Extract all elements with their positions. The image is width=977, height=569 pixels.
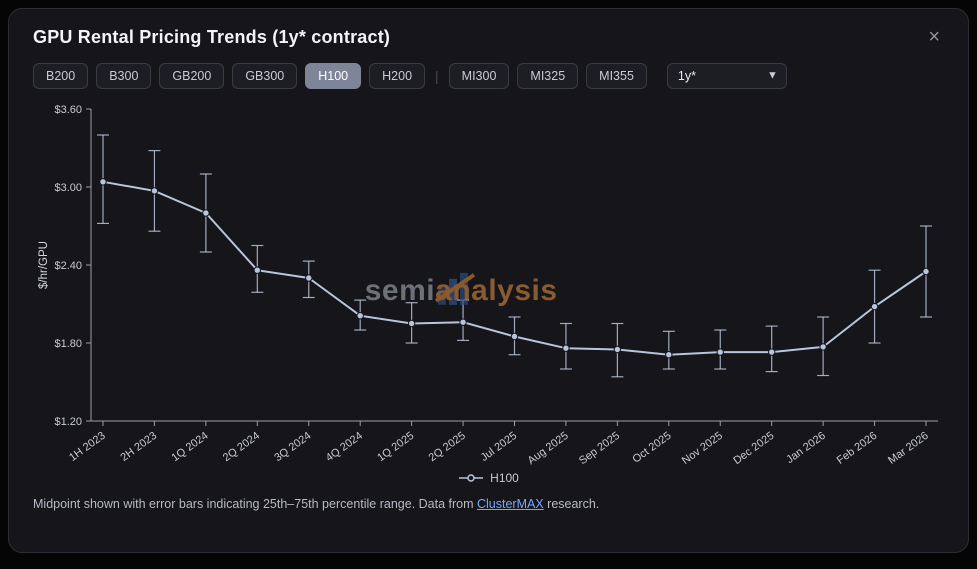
svg-text:Jan 2026: Jan 2026	[784, 430, 828, 466]
svg-text:$3.00: $3.00	[54, 182, 82, 194]
svg-text:$1.80: $1.80	[54, 338, 82, 350]
svg-text:Feb 2026: Feb 2026	[835, 430, 880, 467]
svg-text:Oct 2025: Oct 2025	[630, 430, 673, 466]
svg-text:Jul 2025: Jul 2025	[479, 430, 520, 464]
svg-text:$1.20: $1.20	[54, 416, 82, 428]
filter-group-divider: |	[435, 68, 439, 84]
contract-term-select-wrap: 1y* ▼	[666, 63, 787, 89]
line-chart: $3.60 $3.00 $2.40 $1.80 $1.20 $/hr/GPU 1H 2023…	[38, 104, 938, 467]
gpu-filter-mi355[interactable]: MI355	[586, 63, 647, 89]
svg-text:2Q 2025: 2Q 2025	[427, 430, 468, 465]
footnote-text-after: research.	[543, 497, 600, 511]
card-header: GPU Rental Pricing Trends (1y* contract)…	[33, 27, 944, 49]
svg-text:1H 2023: 1H 2023	[67, 430, 108, 464]
svg-text:Sep 2025: Sep 2025	[577, 430, 622, 467]
svg-text:2Q 2024: 2Q 2024	[221, 430, 262, 465]
chart-legend: H100	[33, 471, 944, 485]
svg-text:$3.60: $3.60	[54, 104, 82, 116]
svg-text:1Q 2024: 1Q 2024	[169, 430, 210, 465]
legend-marker-icon	[459, 474, 484, 482]
chart-area: $3.60 $3.00 $2.40 $1.80 $1.20 $/hr/GPU 1H 2023…	[33, 101, 944, 467]
gpu-filter-h100[interactable]: H100	[305, 63, 362, 89]
svg-text:Mar 2026: Mar 2026	[886, 430, 931, 467]
svg-text:Dec 2025: Dec 2025	[731, 430, 776, 467]
gpu-filter-mi325[interactable]: MI325	[517, 63, 579, 89]
gpu-filter-gb300[interactable]: GB300	[232, 63, 298, 89]
footnote-text-before: Midpoint shown with error bars indicatin…	[33, 497, 477, 511]
svg-text:$/hr/GPU: $/hr/GPU	[38, 241, 50, 289]
svg-text:Aug 2025: Aug 2025	[526, 430, 571, 467]
footnote: Midpoint shown with error bars indicatin…	[33, 497, 944, 511]
contract-term-select[interactable]: 1y*	[666, 63, 787, 89]
svg-text:3Q 2024: 3Q 2024	[272, 430, 313, 465]
page-title: GPU Rental Pricing Trends (1y* contract)	[33, 27, 391, 47]
svg-text:4Q 2024: 4Q 2024	[324, 430, 365, 465]
svg-text:Nov 2025: Nov 2025	[680, 430, 725, 467]
gpu-filter-h200[interactable]: H200	[369, 63, 426, 89]
gpu-filter-b200[interactable]: B200	[33, 63, 89, 89]
filter-toolbar: B200 B300 GB200 GB300 H100 H200 | MI300 MI325 M…	[33, 63, 944, 89]
gpu-filter-b300[interactable]: B300	[96, 63, 152, 89]
gpu-filter-group-amd: MI300 MI325 MI355	[448, 63, 647, 89]
gpu-filter-group-nvidia: B200 B300 GB200 GB300 H100 H200	[33, 63, 426, 89]
svg-text:2H 2023: 2H 2023	[118, 430, 159, 464]
gpu-filter-mi300[interactable]: MI300	[448, 63, 510, 89]
close-button[interactable]: ×	[924, 25, 944, 49]
pricing-trends-card: GPU Rental Pricing Trends (1y* contract)…	[8, 8, 969, 553]
gpu-filter-gb200[interactable]: GB200	[159, 63, 225, 89]
clustermax-link[interactable]: ClusterMAX	[477, 497, 544, 511]
legend-label: H100	[490, 471, 519, 485]
svg-text:$2.40: $2.40	[54, 260, 82, 272]
svg-text:1Q 2025: 1Q 2025	[375, 430, 416, 465]
legend-item-h100[interactable]: H100	[458, 471, 519, 485]
